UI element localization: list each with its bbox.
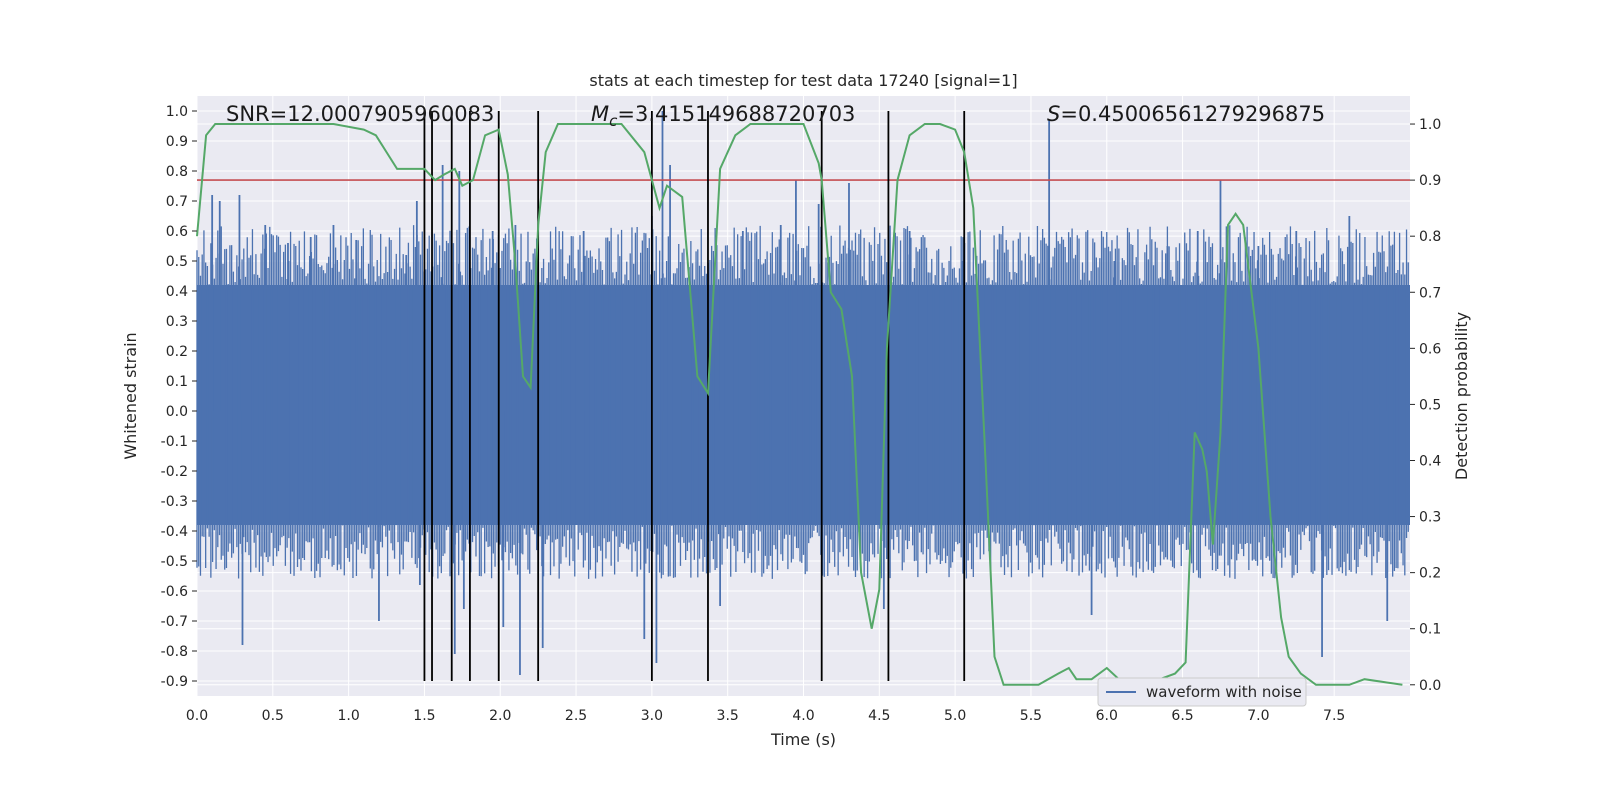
x-tick-label: 4.5 [868, 708, 890, 724]
mc-symbol: M [591, 102, 609, 126]
probability-line [196, 123, 1403, 686]
x-tick-label: 1.5 [413, 708, 435, 724]
s-value: =0.45006561279296875 [1060, 102, 1325, 126]
y-tick-label: 1.0 [166, 104, 188, 120]
mc-subscript: c [609, 112, 618, 130]
axis-ticks: 0.0 0.5 1.0 1.5 2.0 2.5 3.0 3.5 4.0 4.5 5.0 5.5 6.0 6… [161, 104, 1442, 724]
y-right-tick-label: 0.5 [1419, 397, 1441, 413]
snr-annotation: SNR=12.0007905960083 [226, 102, 494, 126]
y-right-tick-label: 0.9 [1419, 173, 1441, 189]
x-tick-label: 5.0 [944, 708, 966, 724]
x-tick-label: 4.0 [792, 708, 814, 724]
y-right-tick-label: 0.4 [1419, 453, 1441, 469]
y-right-tick-label: 0.3 [1419, 510, 1441, 526]
y-right-tick-label: 0.2 [1419, 566, 1441, 582]
x-tick-label: 7.5 [1323, 708, 1345, 724]
y-tick-label: 0.5 [166, 254, 188, 270]
x-tick-label: 0.5 [262, 708, 284, 724]
y-axis-right-label: Detection probability [1452, 312, 1471, 480]
x-tick-label: 5.5 [1020, 708, 1042, 724]
legend: waveform with noise [1097, 677, 1307, 707]
legend-label: waveform with noise [1146, 683, 1302, 701]
chart-title: stats at each timestep for test data 172… [589, 71, 1017, 90]
y-tick-label: -0.2 [161, 464, 188, 480]
y-tick-label: -0.1 [161, 434, 188, 450]
y-right-tick-label: 0.6 [1419, 341, 1441, 357]
vertical-markers [423, 111, 966, 681]
y-tick-label: 0.4 [166, 284, 188, 300]
x-tick-label: 3.0 [641, 708, 663, 724]
x-tick-label: 2.5 [565, 708, 587, 724]
y-tick-label: -0.4 [161, 524, 188, 540]
y-tick-label: 0.0 [166, 404, 188, 420]
x-tick-label: 6.0 [1096, 708, 1118, 724]
legend-box [1097, 677, 1307, 707]
probability-series [196, 123, 1403, 686]
x-tick-label: 1.0 [337, 708, 359, 724]
y-right-tick-label: 0.0 [1419, 678, 1441, 694]
y-axis-label: Whitened strain [121, 332, 140, 459]
y-tick-label: -0.5 [161, 554, 188, 570]
y-tick-label: 0.6 [166, 224, 188, 240]
y-right-tick-label: 0.8 [1419, 229, 1441, 245]
y-tick-label: 0.1 [166, 374, 188, 390]
x-axis-label: Time (s) [770, 730, 836, 749]
mc-value: =3.415149688720703 [617, 102, 855, 126]
y-tick-label: 0.8 [166, 164, 188, 180]
y-tick-label: -0.7 [161, 614, 188, 630]
x-tick-label: 7.0 [1247, 708, 1269, 724]
x-tick-label: 6.5 [1171, 708, 1193, 724]
x-tick-label: 3.5 [717, 708, 739, 724]
y-tick-label: 0.9 [166, 134, 188, 150]
y-right-tick-label: 1.0 [1419, 117, 1441, 133]
y-tick-label: 0.3 [166, 314, 188, 330]
chirp-mass-annotation: Mc=3.415149688720703 [591, 102, 855, 130]
x-tick-label: 2.0 [489, 708, 511, 724]
y-tick-label: -0.8 [161, 644, 188, 660]
s-annotation: S=0.45006561279296875 [1047, 102, 1325, 126]
y-tick-label: -0.6 [161, 584, 188, 600]
y-right-tick-label: 0.7 [1419, 285, 1441, 301]
s-symbol: S [1047, 102, 1060, 126]
y-tick-label: 0.2 [166, 344, 188, 360]
y-tick-label: -0.3 [161, 494, 188, 510]
y-tick-label: 0.7 [166, 194, 188, 210]
x-tick-label: 0.0 [186, 708, 208, 724]
y-right-tick-label: 0.1 [1419, 622, 1441, 638]
y-tick-label: -0.9 [161, 674, 188, 690]
